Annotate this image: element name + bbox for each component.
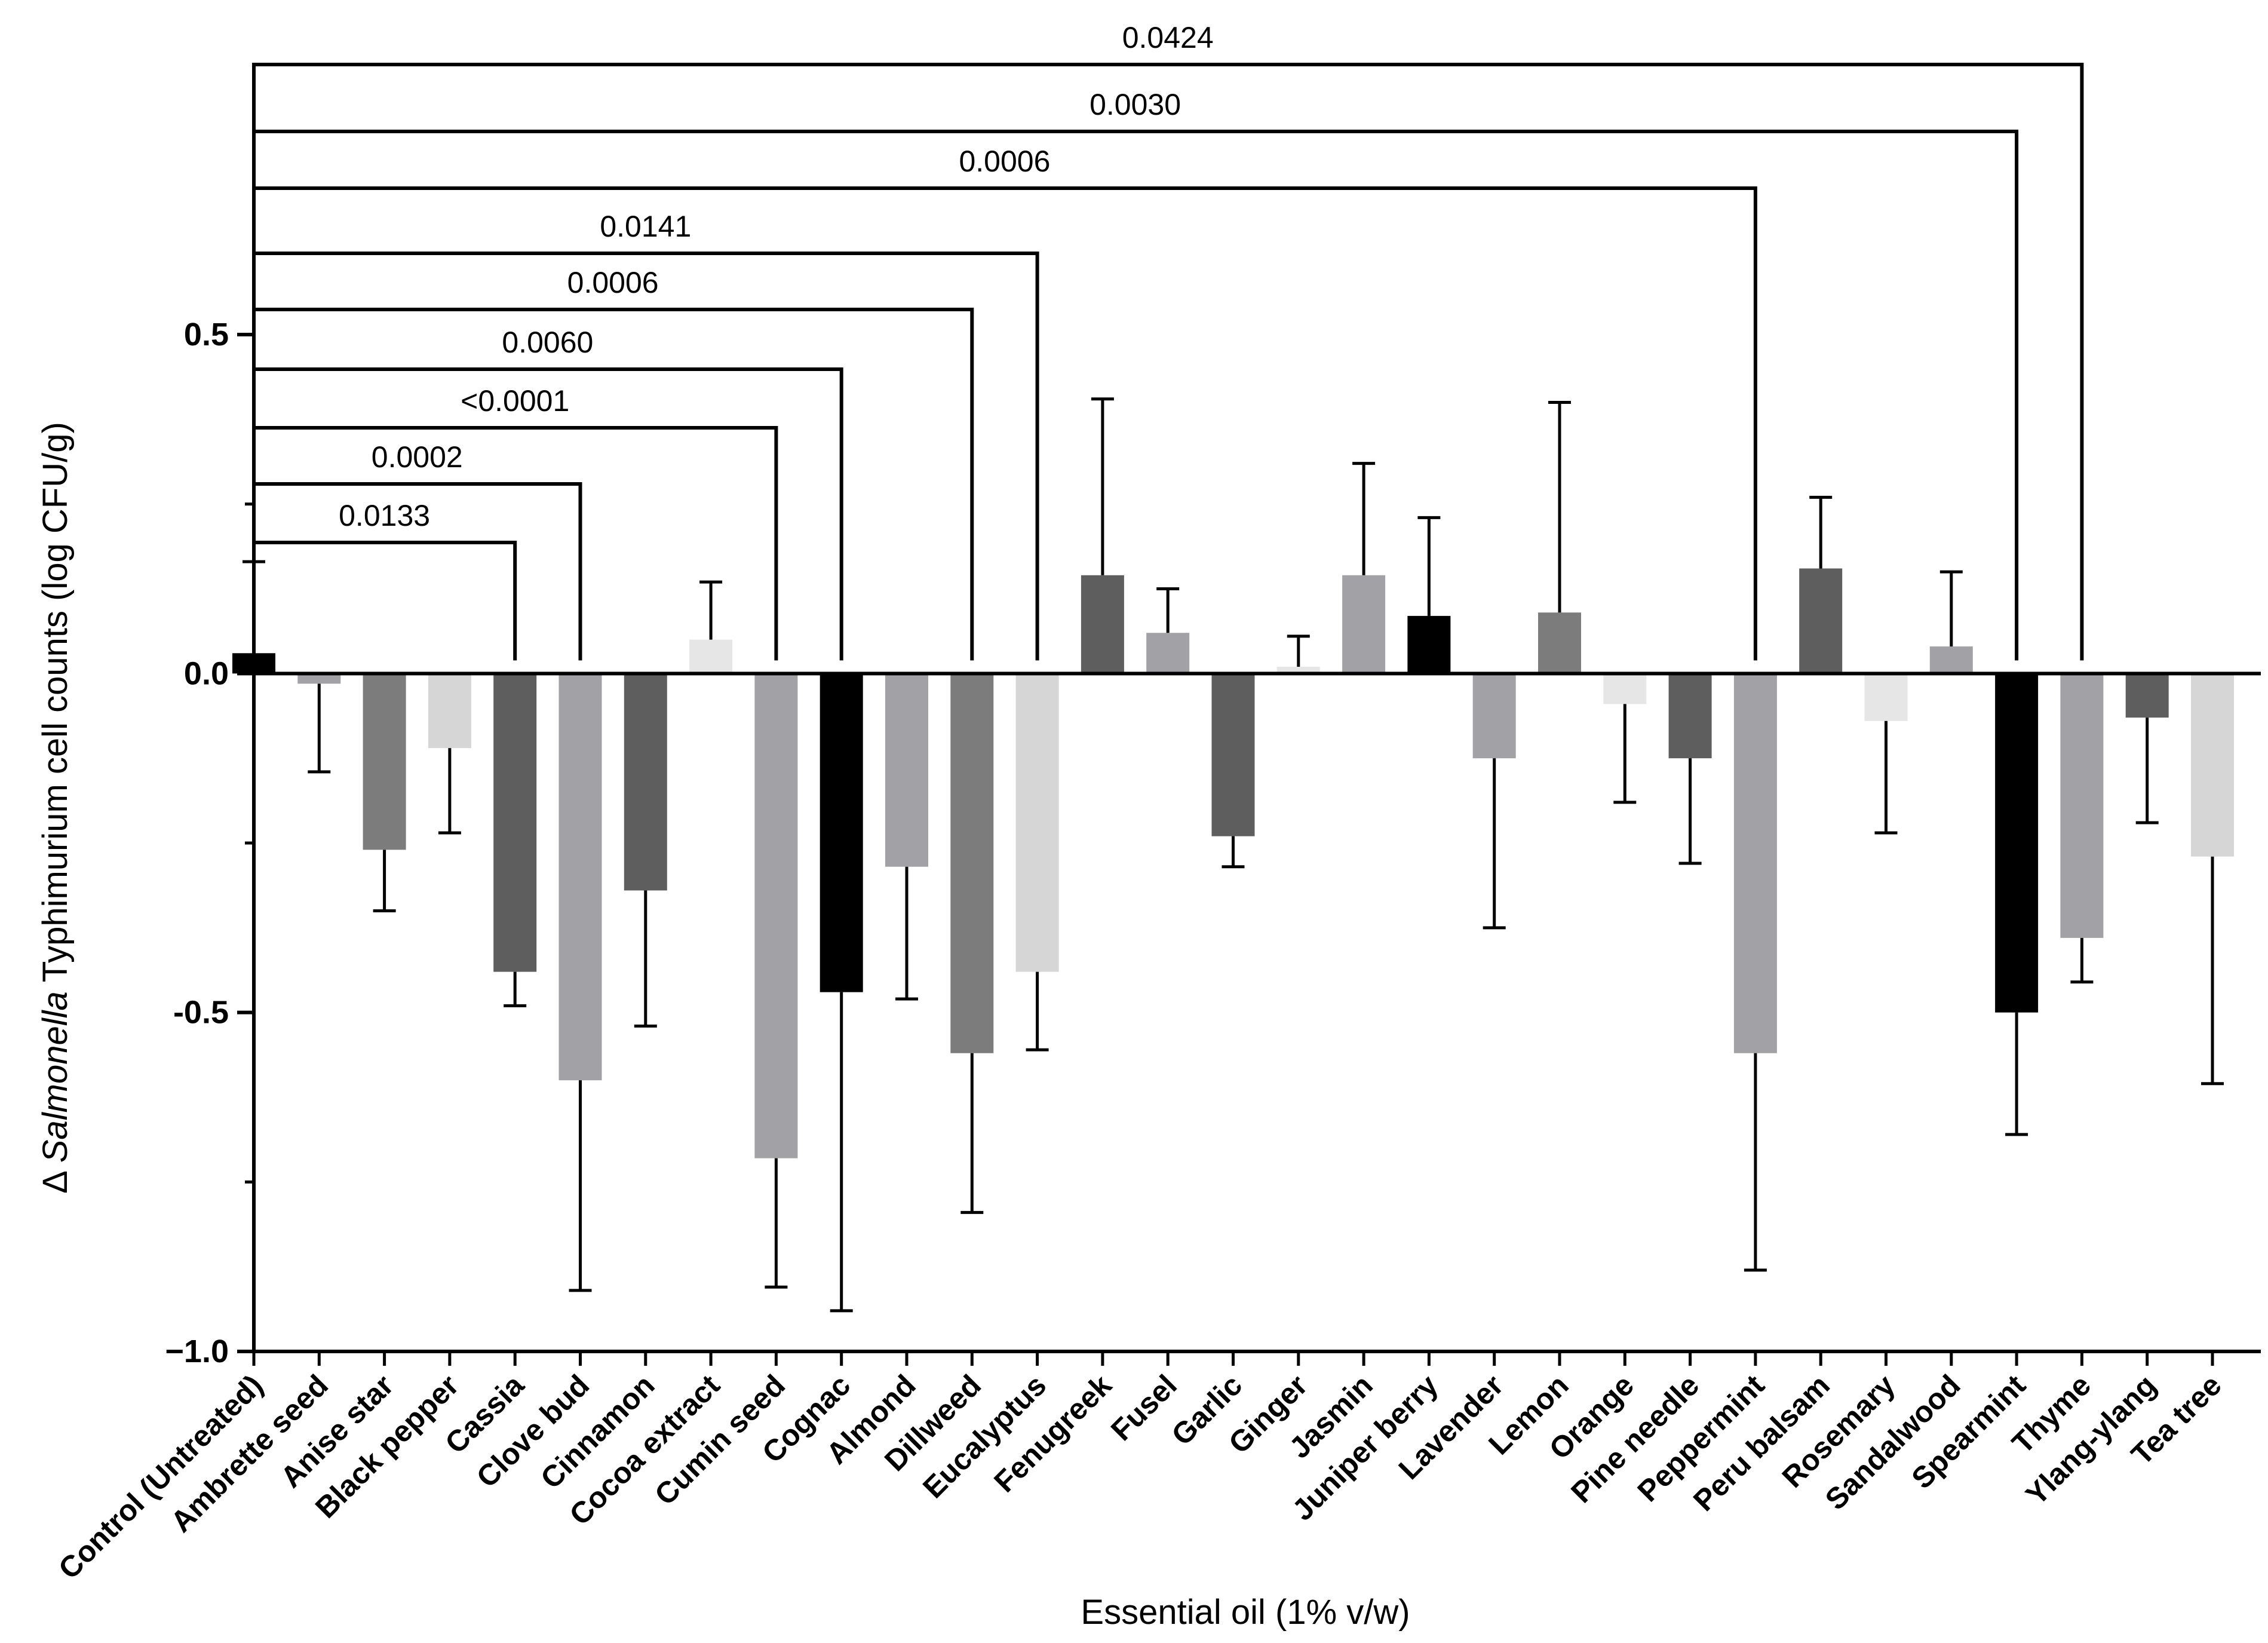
bar-tea-tree xyxy=(2191,673,2234,857)
y-tick-label-3: −1.0 xyxy=(165,1334,229,1369)
y-axis-title: Δ Salmonella Typhimurium cell counts (lo… xyxy=(36,422,75,1194)
y-tick-label-2: -0.5 xyxy=(173,995,229,1031)
p-value-cassia: 0.0133 xyxy=(339,499,430,532)
p-value-clove-bud: 0.0002 xyxy=(372,440,463,474)
p-value-thyme: 0.0424 xyxy=(1122,21,1214,54)
bar-sandalwood xyxy=(1929,646,1973,674)
p-value-dillweed: 0.0006 xyxy=(567,266,659,299)
bar-cocoa-extract xyxy=(689,639,733,674)
bar-eucalyptus xyxy=(1015,673,1059,972)
y-axis-title-italic: Salmonella xyxy=(36,991,75,1163)
bar-ginger xyxy=(1276,666,1320,674)
p-value-cognac: 0.0060 xyxy=(502,326,593,359)
bracket-control-vs-cassia xyxy=(252,541,517,661)
bar-fusel xyxy=(1146,633,1190,674)
bar-cassia xyxy=(493,673,537,972)
bracket-control-vs-thyme xyxy=(252,63,2084,661)
bar-ambrette-seed xyxy=(297,673,341,684)
bar-thyme xyxy=(2060,673,2104,938)
bar-pine-needle xyxy=(1668,673,1712,759)
bar-cumin-seed xyxy=(754,673,798,1158)
bar-rosemary xyxy=(1864,673,1908,721)
bar-lavender xyxy=(1472,673,1516,759)
bar-lemon xyxy=(1538,612,1581,674)
bar-cognac xyxy=(820,673,863,992)
bars xyxy=(232,568,2234,1158)
p-value-eucalyptus: 0.0141 xyxy=(600,210,691,243)
bar-peru-balsam xyxy=(1799,568,1843,674)
labels: Essential oil (1% v/w) Δ Salmonella Typh… xyxy=(36,422,1410,1632)
bar-almond xyxy=(885,673,928,867)
bar-fenugreek xyxy=(1081,575,1124,674)
bar-clove-bud xyxy=(558,673,602,1081)
bar-peppermint xyxy=(1733,673,1777,1053)
bracket-control-vs-peppermint xyxy=(252,186,1757,661)
p-value-peppermint: 0.0006 xyxy=(959,145,1050,178)
y-tick-label-1: 0.0 xyxy=(184,655,229,691)
y-axis-title-prefix: Δ xyxy=(36,1163,75,1194)
bar-jasmin xyxy=(1342,575,1386,674)
bar-dillweed xyxy=(950,673,994,1053)
y-tick-label-0: 0.5 xyxy=(184,317,229,352)
p-value-spearmint: 0.0030 xyxy=(1090,88,1181,121)
bar-black-pepper xyxy=(428,673,471,749)
bar-orange xyxy=(1603,673,1647,704)
p-value-cumin-seed: <0.0001 xyxy=(461,384,569,418)
bar-cinnamon xyxy=(624,673,667,891)
bracket-control-vs-spearmint xyxy=(252,130,2019,661)
bar-anise-star xyxy=(363,673,406,850)
bracket-control-vs-eucalyptus xyxy=(252,252,1039,661)
bar-garlic xyxy=(1211,673,1255,836)
bar-spearmint xyxy=(1995,673,2039,1013)
error-bars xyxy=(243,397,2224,1313)
x-axis-title: Essential oil (1% v/w) xyxy=(1081,1593,1410,1632)
significance-brackets: 0.0133 0.0002 <0.0001 0.0060 0.0006 0.0141 0.0… xyxy=(252,21,2084,661)
y-axis-title-suffix: Typhimurium cell counts (log CFU/g) xyxy=(36,422,75,991)
bar-juniper-berry xyxy=(1407,615,1451,674)
bar-ylang-ylang xyxy=(2125,673,2169,718)
